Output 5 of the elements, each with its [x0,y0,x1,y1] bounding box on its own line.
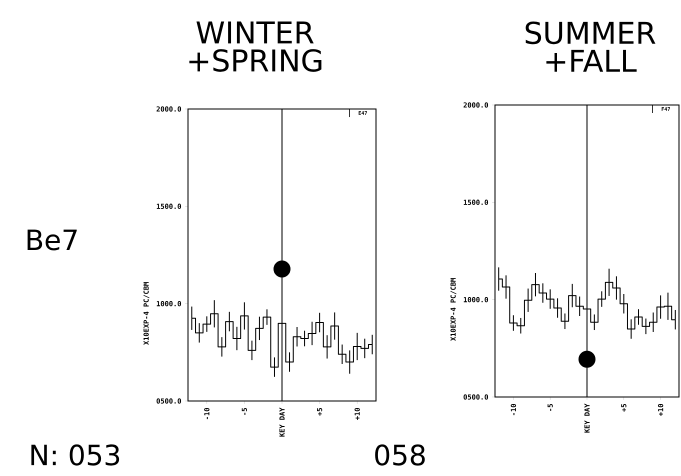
text: Be7 [28,230,77,250]
text: 058 [375,444,425,466]
chart-title: SUMMER +FALL [526,22,656,72]
chart-title: WINTER +SPRING [189,22,322,72]
text: N: 053 [31,444,120,466]
